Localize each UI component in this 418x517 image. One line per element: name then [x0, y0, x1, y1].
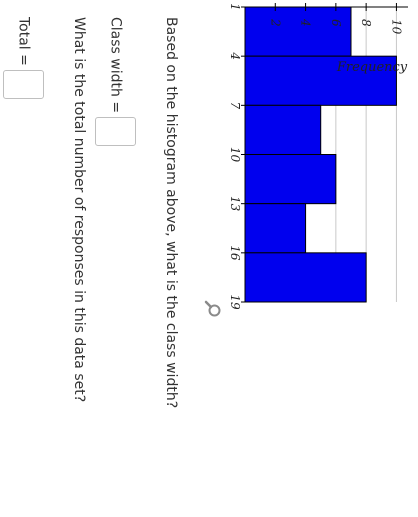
histogram-bar: [244, 154, 337, 205]
total-input[interactable]: [3, 69, 44, 99]
y-tick-label: 10: [389, 19, 403, 35]
class-width-row: Class width =: [95, 17, 136, 147]
x-tick-label: 4: [228, 51, 242, 60]
y-axis-label: Frequency: [336, 60, 408, 75]
histogram-bar: [244, 203, 307, 254]
question-class-width: Based on the histogram above, what is th…: [163, 17, 179, 409]
magnifier-icon[interactable]: [204, 300, 222, 318]
x-tick-label: 13: [228, 196, 242, 212]
y-tick-label: 6: [329, 19, 343, 27]
x-tick-label: 10: [228, 147, 242, 163]
y-tick-label: 8: [359, 19, 373, 27]
histogram-bar: [244, 6, 352, 57]
tick-labels: 2 4 6 8 10 1 4 7 10 13 16 19: [228, 3, 403, 310]
x-tick-label: 16: [228, 245, 242, 261]
axes: [241, 3, 408, 303]
total-label: Total =: [15, 17, 32, 66]
x-tick-label: 19: [228, 294, 242, 310]
class-width-input[interactable]: [95, 117, 136, 147]
histogram-bars: [244, 6, 397, 303]
total-row: Total =: [3, 17, 44, 99]
histogram-bar: [244, 104, 322, 156]
question-total: What is the total number of responses in…: [71, 17, 87, 403]
class-width-label: Class width =: [107, 17, 124, 114]
y-tick-label: 2: [268, 18, 282, 27]
y-tick-label: 4: [299, 18, 313, 27]
x-tick-label: 7: [228, 102, 242, 110]
x-tick-label: 1: [228, 3, 242, 11]
histogram-bar: [244, 252, 367, 303]
